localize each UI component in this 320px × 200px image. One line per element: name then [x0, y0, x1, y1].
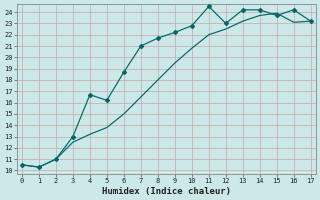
X-axis label: Humidex (Indice chaleur): Humidex (Indice chaleur) [102, 187, 231, 196]
